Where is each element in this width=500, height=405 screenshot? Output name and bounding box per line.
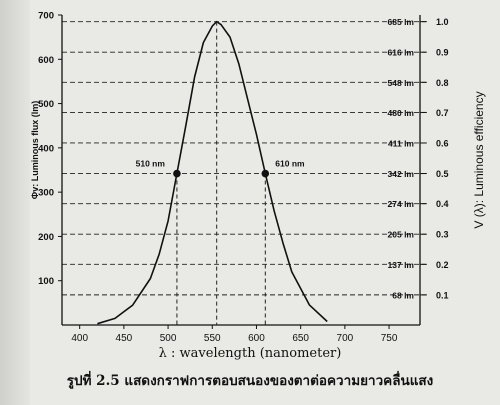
annotation-point <box>261 169 270 178</box>
x-tick-label: 650 <box>292 333 309 344</box>
x-tick-label: 400 <box>71 333 88 344</box>
right-lm-tick-label: 274 lm <box>388 199 415 209</box>
y-tick-label: 200 <box>38 232 54 243</box>
y-axis-label-right: V (λ): Luminous efficiency <box>472 91 486 228</box>
right-lm-tick-label: 205 lm <box>388 230 415 240</box>
right-lm-tick-label: 137 lm <box>388 260 415 270</box>
right-efficiency-tick-label: 1.0 <box>436 17 449 27</box>
right-efficiency-tick-label: 0.2 <box>436 260 449 270</box>
y-tick-label: 700 <box>38 11 54 22</box>
x-tick-label: 700 <box>337 333 354 344</box>
right-efficiency-tick-label: 0.3 <box>436 230 449 240</box>
annotation-label: 610 nm <box>275 159 305 169</box>
x-tick-label: 500 <box>160 333 177 344</box>
x-tick-label: 750 <box>381 333 398 344</box>
y-tick-label: 100 <box>38 276 54 287</box>
annotation-marks <box>173 21 270 325</box>
right-lm-tick-label: 685 lm <box>388 17 415 27</box>
right-lm-tick-label: 548 lm <box>388 78 415 88</box>
annotation-point <box>173 169 181 178</box>
right-lm-tick-label: 411 lm <box>388 138 414 148</box>
x-tick-label: 550 <box>204 333 221 344</box>
annotation-label: 510 nm <box>136 159 166 169</box>
right-lm-tick-label: 342 lm <box>388 169 415 179</box>
y-tick-label: 600 <box>38 55 54 66</box>
series-curve <box>97 20 328 325</box>
right-efficiency-tick-label: 0.9 <box>436 48 449 58</box>
y-tick-label: 300 <box>38 188 54 199</box>
right-lm-tick-label: 480 lm <box>388 108 415 118</box>
right-efficiency-tick-label: 0.4 <box>436 199 449 209</box>
plot-frame <box>58 14 426 329</box>
right-efficiency-tick-label: 0.5 <box>436 169 449 179</box>
x-tick-label: 600 <box>248 333 265 344</box>
grid-lines <box>62 21 428 296</box>
x-axis-label: λ : wavelength (nanometer) <box>158 346 342 361</box>
tick-labels: 685 lm 1.0 616 lm 0.9 548 lm 0.8 480 lm 0.7 411 … <box>38 11 448 345</box>
right-efficiency-tick-label: 0.1 <box>436 290 449 300</box>
right-efficiency-tick-label: 0.6 <box>436 138 449 148</box>
right-lm-tick-label: 616 lm <box>388 48 415 58</box>
figure-caption: รูปที่ 2.5 แสดงกราฟการตอบสนองของตาต่อควา… <box>66 373 434 389</box>
y-tick-label: 400 <box>38 143 54 154</box>
right-efficiency-tick-label: 0.8 <box>436 78 449 88</box>
y-tick-label: 500 <box>38 99 54 110</box>
right-efficiency-tick-label: 0.7 <box>436 108 449 118</box>
y-axis-label-left: Φv: Luminous flux (lm) <box>30 101 40 199</box>
x-tick-label: 450 <box>116 333 133 344</box>
scan-edge-shadow <box>0 0 30 405</box>
luminous-efficiency-curve <box>97 20 328 325</box>
right-lm-tick-label: 68 lm <box>392 290 414 300</box>
